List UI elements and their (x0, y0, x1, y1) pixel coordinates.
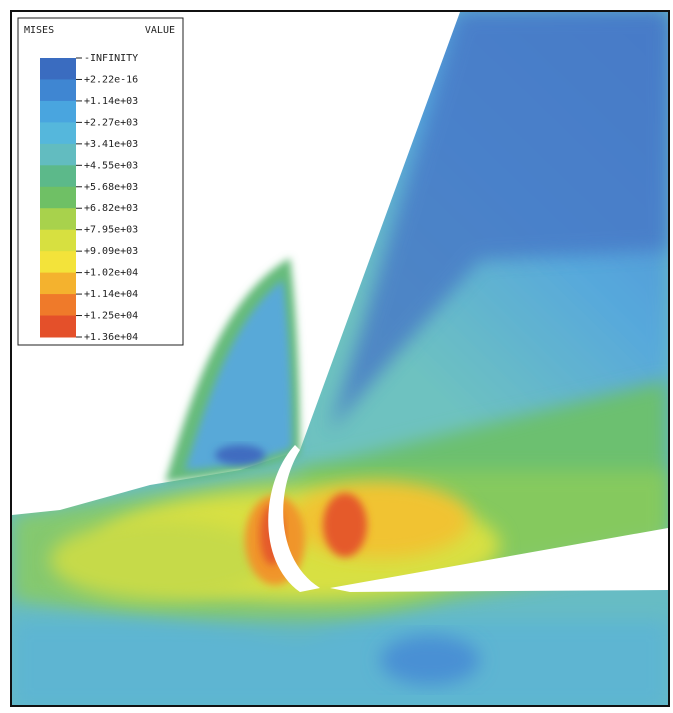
legend-swatch (40, 122, 76, 144)
legend-label: +1.14e+03 (84, 96, 138, 107)
legend-swatch (40, 101, 76, 123)
legend-label: +1.02e+04 (84, 268, 138, 279)
legend-swatch (40, 230, 76, 252)
legend-swatch (40, 79, 76, 101)
legend-swatch (40, 316, 76, 338)
legend-swatch (40, 273, 76, 295)
legend-swatch (40, 144, 76, 166)
legend-label: +3.41e+03 (84, 139, 138, 150)
legend-label: +2.22e-16 (84, 74, 138, 85)
legend-label: +5.68e+03 (84, 182, 138, 193)
legend-swatch (40, 294, 76, 316)
legend-swatch (40, 58, 76, 80)
legend-label: -INFINITY (84, 53, 138, 64)
legend-label: +2.27e+03 (84, 117, 138, 128)
legend-label: +6.82e+03 (84, 203, 138, 214)
legend-swatch (40, 187, 76, 209)
legend-title: MISES (24, 25, 54, 36)
legend-swatch (40, 208, 76, 230)
legend-swatch (40, 165, 76, 187)
legend-title: VALUE (145, 25, 175, 36)
legend-label: +7.95e+03 (84, 225, 138, 236)
legend-label: +4.55e+03 (84, 160, 138, 171)
legend-label: +1.14e+04 (84, 289, 138, 300)
contour-plot: MISES VALUE -INFINITY +2.22e-16 +1.14e+03 +… (0, 0, 673, 713)
legend-label: +1.36e+04 (84, 332, 138, 343)
page: {"legend": {"title_left": "MISES", "titl… (0, 0, 673, 713)
legend-label: +9.09e+03 (84, 246, 138, 257)
legend-label: +1.25e+04 (84, 311, 138, 322)
legend-swatch (40, 251, 76, 273)
